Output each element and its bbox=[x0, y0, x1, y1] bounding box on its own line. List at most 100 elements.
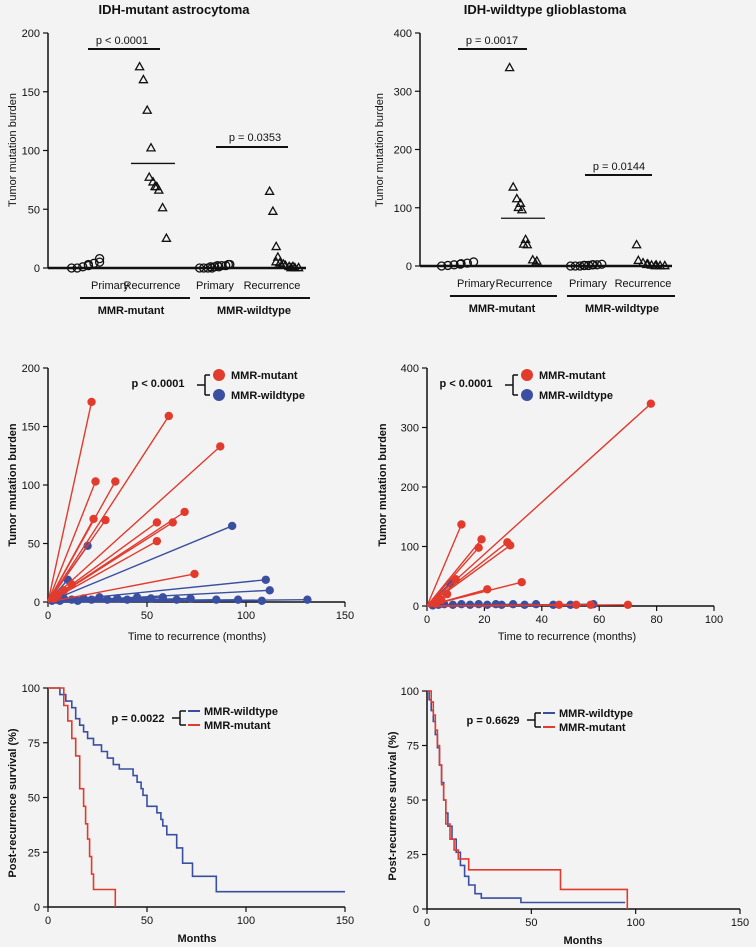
panel-b-point bbox=[597, 259, 607, 269]
panel-b-y-tick-label: 300 bbox=[394, 86, 412, 98]
panel-d-x-tick-label: 60 bbox=[593, 614, 605, 626]
panel-e-legend-label-mutant: MMR-mutant bbox=[204, 720, 271, 732]
panel-c-mmr-mutant-point bbox=[49, 594, 59, 603]
panel-e-y-tick-label: 50 bbox=[28, 793, 40, 805]
panel-a-y-tick-label: 0 bbox=[34, 263, 40, 275]
panel-c-mmr-wildtype-point bbox=[303, 595, 312, 604]
panel-a-pvalue-2: p = 0.0353 bbox=[229, 132, 281, 144]
panel-c-x-tick-label: 0 bbox=[45, 610, 51, 622]
panel-d-y-tick-label: 400 bbox=[401, 363, 419, 375]
panel-d-mmr-mutant-point bbox=[586, 600, 595, 610]
panel-b-group-label-mmr-mutant: MMR-mutant bbox=[469, 303, 536, 315]
panel-c-mmr-wildtype-point bbox=[103, 595, 112, 604]
panel-b-point bbox=[456, 259, 466, 269]
panel-b-point bbox=[449, 260, 459, 270]
panel-d-mmr-wildtype-point bbox=[457, 600, 466, 609]
panel-e-y-label: Post-recurrence survival (%) bbox=[7, 728, 19, 878]
panel-e-legend-label-wildtype: MMR-wildtype bbox=[204, 706, 278, 718]
panel-a-x-label-4: Recurrence bbox=[244, 280, 301, 292]
panel-f-legend-bracket bbox=[527, 712, 541, 728]
panel-d-legend-marker-mutant bbox=[521, 369, 533, 381]
panel-f-mmr-mutant-curve bbox=[427, 690, 629, 909]
panel-c-mmr-wildtype-point bbox=[186, 594, 195, 603]
panel-d-mmr-mutant-point bbox=[506, 541, 515, 550]
panel-b-point bbox=[530, 257, 541, 268]
panel-f-x-tick-label: 100 bbox=[626, 917, 644, 929]
panel-a-y-tick-label: 150 bbox=[22, 87, 40, 99]
panel-e-x-tick-label: 150 bbox=[336, 915, 354, 927]
panel-e-y-tick-label: 100 bbox=[22, 683, 40, 695]
panel-b-x-label-3: Primary bbox=[569, 278, 607, 290]
panel-b-point bbox=[641, 259, 653, 269]
panel-e-x-tick-label: 0 bbox=[45, 915, 51, 927]
panel-b-pvalue-1: p = 0.0017 bbox=[466, 35, 518, 47]
panel-c-mmr-mutant-point bbox=[152, 518, 162, 527]
panel-c-mmr-wildtype-point bbox=[146, 594, 156, 603]
panel-f-y-tick-label: 50 bbox=[407, 795, 419, 807]
panel-b-point bbox=[522, 239, 533, 249]
panel-b-point bbox=[659, 260, 670, 270]
panel-c-mmr-mutant-point bbox=[168, 518, 177, 527]
panel-d-mmr-mutant-point bbox=[474, 543, 483, 552]
panel-c-mmr-wildtype-point bbox=[257, 596, 267, 606]
panel-d-mmr-wildtype-point bbox=[448, 600, 458, 610]
panel-c-mmr-wildtype-point bbox=[265, 586, 274, 595]
panel-f-chart: Post-recurrence survival (%) Months p = … bbox=[387, 686, 749, 947]
panel-d-y-tick-label: 200 bbox=[401, 482, 419, 494]
panel-d-mmr-mutant-point bbox=[451, 575, 460, 584]
panel-c-mmr-wildtype-point bbox=[132, 593, 142, 602]
panel-b-x-label-2: Recurrence bbox=[496, 278, 553, 290]
panel-e-x-tick-label: 50 bbox=[141, 915, 153, 927]
panel-c-mmr-wildtype-point bbox=[172, 595, 181, 604]
panel-f-pvalue: p = 0.6629 bbox=[467, 715, 520, 727]
panel-b-point bbox=[513, 201, 524, 212]
panel-c-x-tick-label: 50 bbox=[141, 610, 153, 622]
panel-a-point bbox=[89, 258, 99, 268]
panel-c-mmr-mutant-segment bbox=[47, 518, 95, 603]
panel-d-x-tick-label: 0 bbox=[424, 614, 430, 626]
panel-a-point bbox=[157, 202, 168, 212]
panel-d-mmr-mutant-segment bbox=[426, 604, 560, 607]
panel-c-mmr-mutant-segment bbox=[47, 573, 195, 603]
panel-f-y-tick-label: 25 bbox=[407, 850, 419, 862]
panel-c-y-tick-label: 0 bbox=[34, 597, 40, 609]
panel-a-point bbox=[138, 74, 149, 84]
panel-a-point bbox=[144, 171, 155, 181]
panel-c-x-tick-label: 100 bbox=[237, 610, 255, 622]
panel-a-point bbox=[161, 232, 172, 242]
panel-f-x-tick-label: 0 bbox=[424, 917, 430, 929]
panel-c-mmr-mutant-point bbox=[216, 442, 225, 451]
panel-a-point bbox=[78, 262, 88, 272]
panel-e-mmr-wildtype-curve bbox=[48, 687, 345, 893]
panel-a-group-label-mmr-mutant: MMR-mutant bbox=[98, 305, 165, 317]
panel-a-y-tick-label: 50 bbox=[28, 204, 40, 216]
panel-f-y-label: Post-recurrence survival (%) bbox=[387, 731, 399, 881]
panel-b-x-label-4: Recurrence bbox=[615, 278, 672, 290]
panel-c-legend-label-mutant: MMR-mutant bbox=[231, 370, 298, 382]
panel-c-mmr-mutant-point bbox=[111, 477, 120, 486]
panel-c-mmr-mutant-point bbox=[101, 515, 110, 525]
panel-c-legend-bracket bbox=[197, 374, 210, 396]
panel-b-point bbox=[462, 258, 472, 268]
panel-a-point bbox=[153, 184, 164, 194]
panel-b-title: IDH-wildtype glioblastoma bbox=[464, 2, 627, 17]
panel-d-x-tick-label: 20 bbox=[478, 614, 490, 626]
panel-f-legend-label-wildtype: MMR-wildtype bbox=[559, 708, 633, 720]
panel-e-y-tick-label: 0 bbox=[34, 902, 40, 914]
panel-d-mmr-mutant-point bbox=[477, 535, 486, 544]
panel-c-y-tick-label: 100 bbox=[22, 480, 40, 492]
panel-c-mmr-wildtype-point bbox=[212, 595, 221, 604]
panel-b-y-tick-label: 400 bbox=[394, 28, 412, 40]
panel-c-mmr-mutant-segment bbox=[47, 481, 97, 603]
panel-c-mmr-wildtype-segment bbox=[47, 525, 233, 603]
panel-a-x-label-3: Primary bbox=[196, 280, 234, 292]
panel-c-mmr-wildtype-point bbox=[113, 594, 122, 603]
panel-c-y-tick-label: 150 bbox=[22, 422, 40, 434]
panel-c-legend-label-wildtype: MMR-wildtype bbox=[231, 390, 305, 402]
panel-f-x-tick-label: 150 bbox=[731, 917, 749, 929]
panel-c-mmr-wildtype-point bbox=[95, 593, 104, 602]
panel-c-mmr-mutant-point bbox=[67, 580, 76, 589]
panel-a-point bbox=[264, 185, 275, 195]
panel-d-mmr-mutant-segment bbox=[426, 524, 463, 607]
